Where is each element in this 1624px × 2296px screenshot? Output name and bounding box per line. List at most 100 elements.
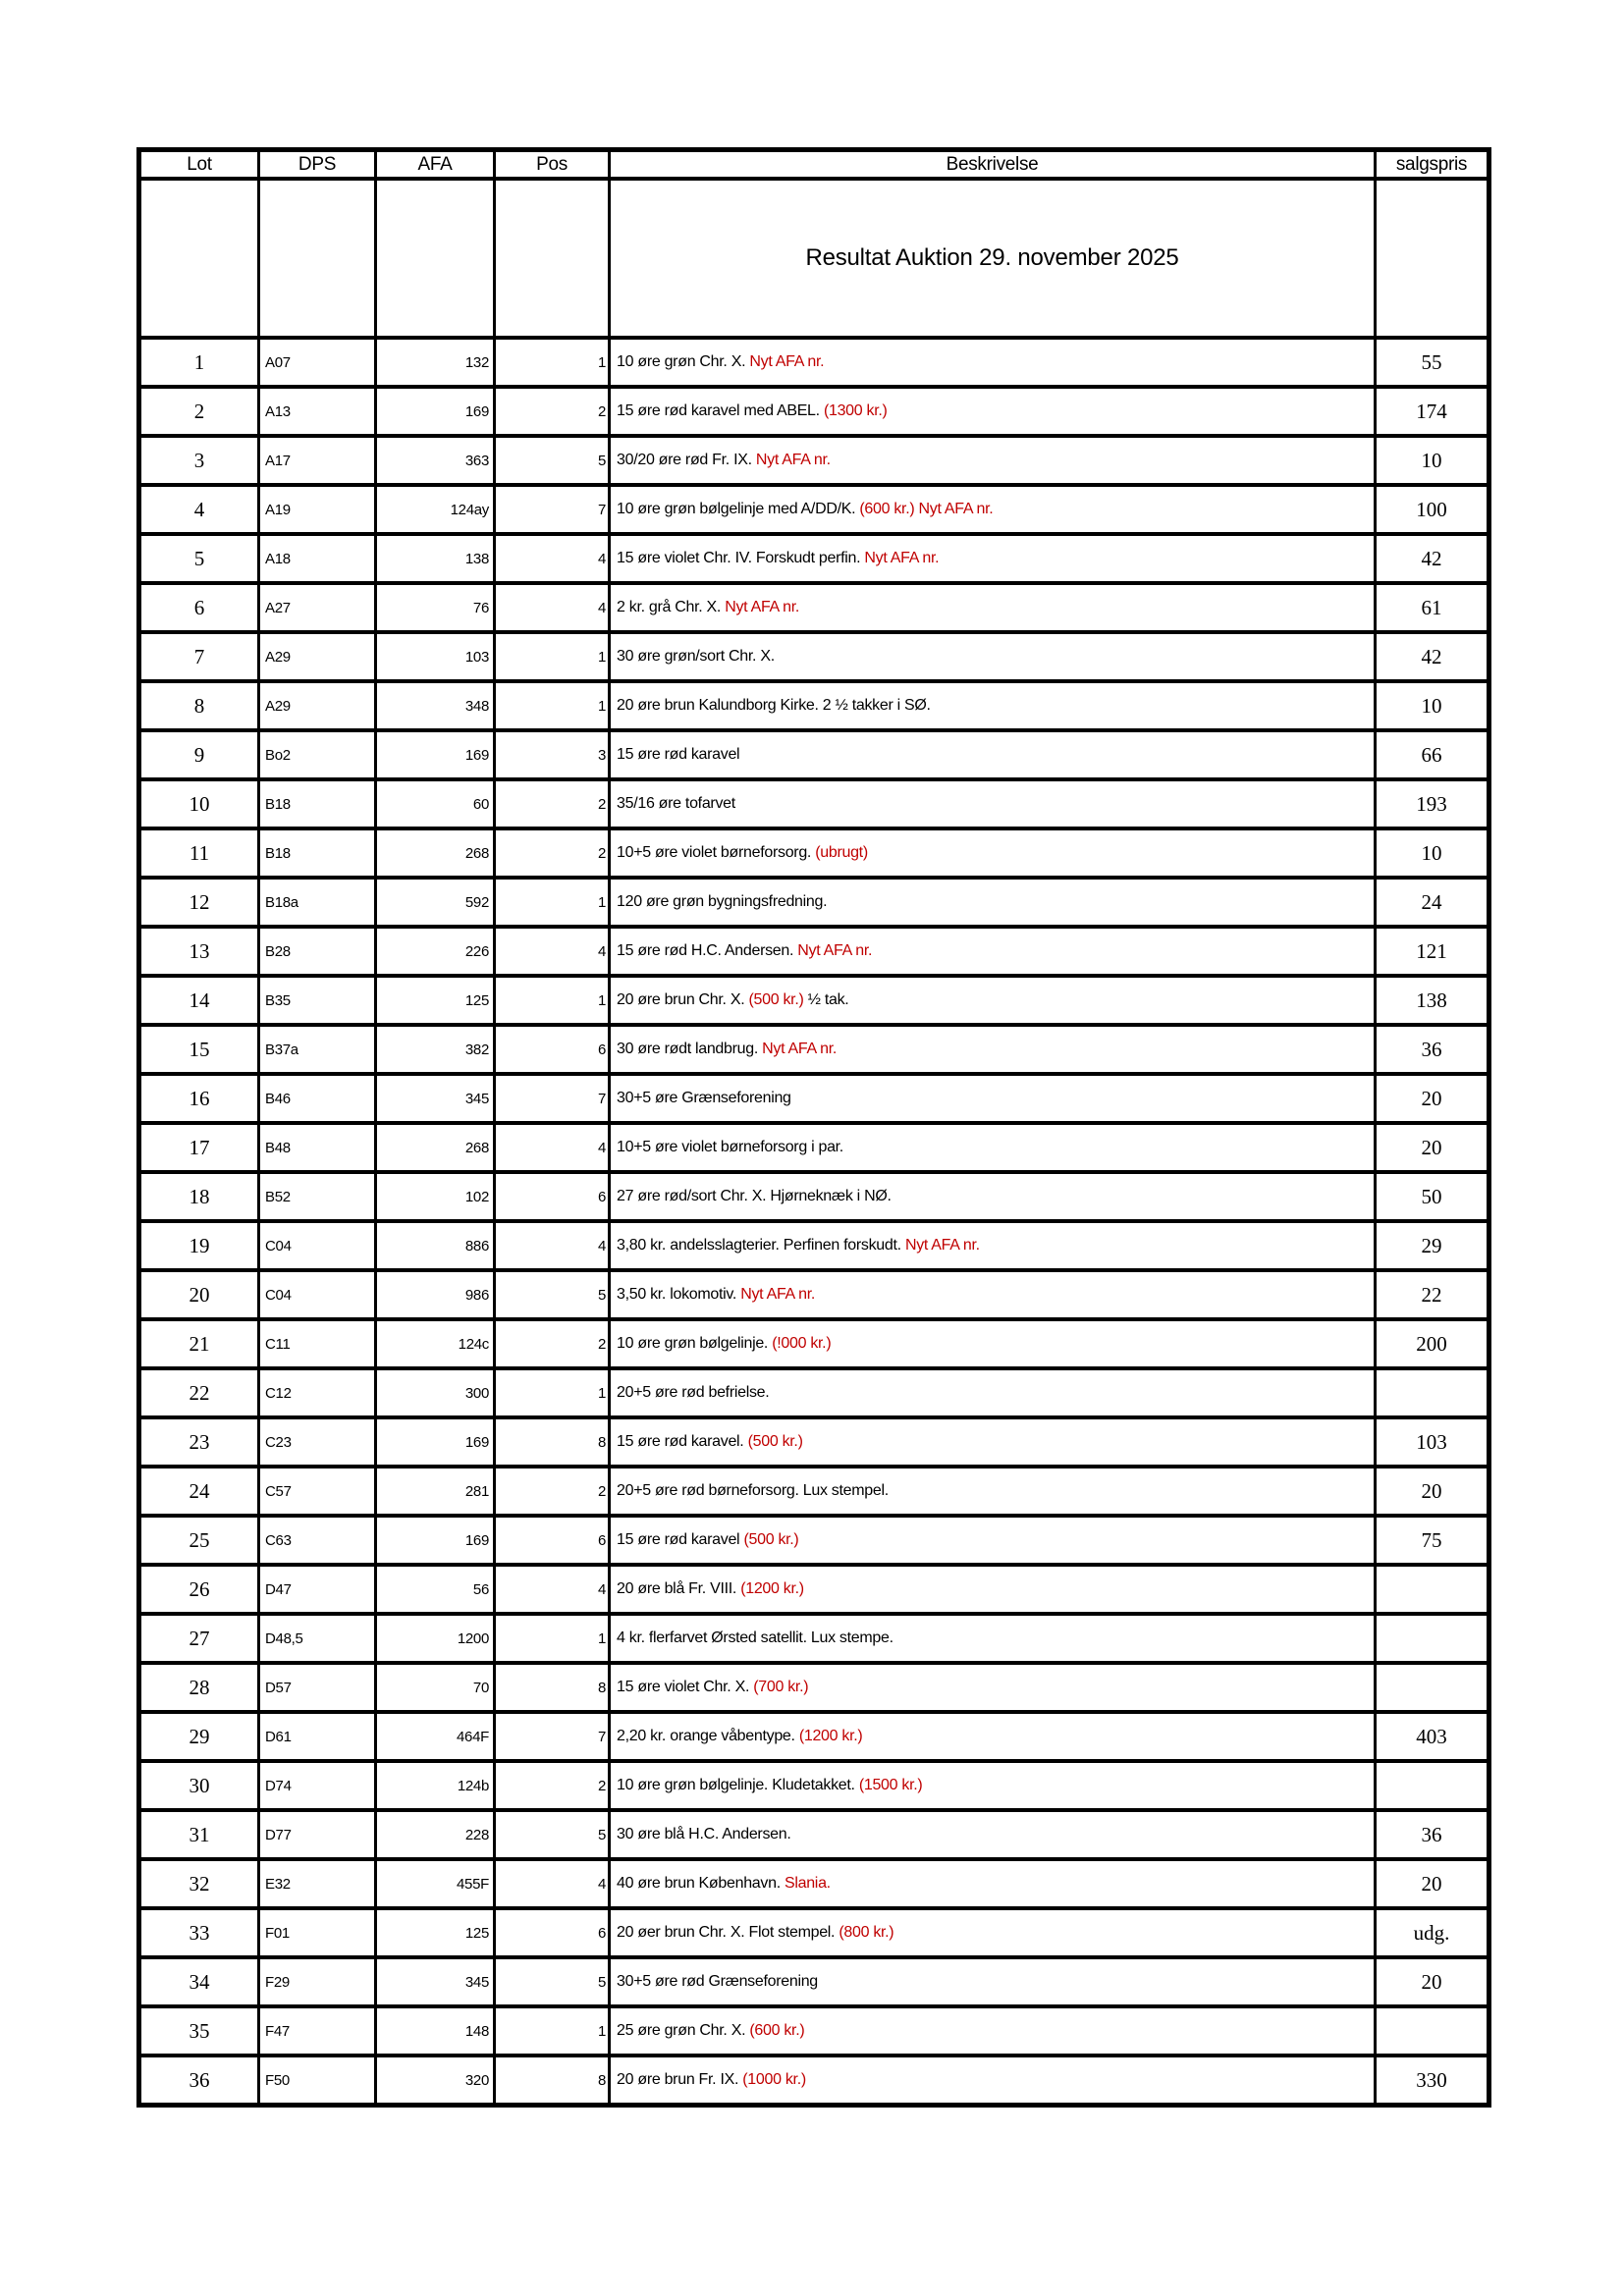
description-cell: 10+5 øre violet børneforsorg. (ubrugt): [608, 827, 1377, 880]
price-cell: 24: [1374, 876, 1490, 929]
header-lot: Lot: [137, 147, 260, 181]
lot-cell: 29: [137, 1710, 260, 1763]
price-cell: 10: [1374, 827, 1490, 880]
description-cell: 10+5 øre violet børneforsorg i par.: [608, 1121, 1377, 1174]
lot-cell: 10: [137, 777, 260, 830]
dps-cell: C04: [257, 1268, 377, 1321]
lot-cell: 15: [137, 1023, 260, 1076]
pos-cell: 1: [493, 1612, 611, 1665]
lot-cell: 2: [137, 385, 260, 438]
afa-cell: 455F: [374, 1857, 496, 1910]
description-cell: 30+5 øre rød Grænseforening: [608, 1955, 1377, 2008]
description-cell: 15 øre rød karavel (500 kr.): [608, 1514, 1377, 1567]
dps-cell: C11: [257, 1317, 377, 1370]
description-cell: 15 øre rød karavel: [608, 728, 1377, 781]
title-spacer-cell: [1374, 177, 1490, 340]
description-cell: 30 øre rødt landbrug. Nyt AFA nr.: [608, 1023, 1377, 1076]
lot-cell: 4: [137, 483, 260, 536]
dps-cell: D61: [257, 1710, 377, 1763]
afa-cell: 169: [374, 1514, 496, 1567]
price-cell: 66: [1374, 728, 1490, 781]
table-row: 11 B18 268 2 10+5 øre violet børneforsorg. (…: [137, 827, 1490, 880]
description-annotation-red: Nyt AFA nr.: [725, 599, 800, 615]
table-row: 22 C12 300 1 20+5 øre rød befrielse.: [137, 1366, 1490, 1419]
price-cell: 42: [1374, 532, 1490, 585]
description-text: 40 øre brun København.: [617, 1875, 785, 1892]
description-annotation-red: (500 kr.): [743, 1531, 799, 1548]
title-spacer-cell: [374, 177, 496, 340]
pos-cell: 5: [493, 1268, 611, 1321]
description-annotation-red: (1300 kr.): [823, 402, 888, 419]
description-annotation-red: (600 kr.) Nyt AFA nr.: [859, 501, 994, 517]
description-annotation-red: (1200 kr.): [798, 1728, 863, 1744]
description-text: 15 øre violet Chr. X.: [617, 1679, 754, 1695]
auction-result-sheet: Lot DPS AFA Pos Beskrivelse salgspris Re…: [136, 147, 1491, 2108]
price-cell: 20: [1374, 1955, 1490, 2008]
pos-cell: 1: [493, 336, 611, 389]
description-annotation-red: Slania.: [784, 1875, 831, 1892]
lot-cell: 34: [137, 1955, 260, 2008]
description-cell: 25 øre grøn Chr. X. (600 kr.): [608, 2004, 1377, 2057]
lot-cell: 14: [137, 974, 260, 1027]
lot-cell: 31: [137, 1808, 260, 1861]
dps-cell: C04: [257, 1219, 377, 1272]
pos-cell: 1: [493, 1366, 611, 1419]
table-row: 34 F29 345 5 30+5 øre rød Grænseforening 20: [137, 1955, 1490, 2008]
description-cell: 20+5 øre rød befrielse.: [608, 1366, 1377, 1419]
description-cell: 10 øre grøn bølgelinje. (!000 kr.): [608, 1317, 1377, 1370]
description-annotation-red: Nyt AFA nr.: [904, 1237, 980, 1254]
afa-cell: 592: [374, 876, 496, 929]
description-cell: 2 kr. grå Chr. X. Nyt AFA nr.: [608, 581, 1377, 634]
table-row: 3 A17 363 5 30/20 øre rød Fr. IX. Nyt AFA nr…: [137, 434, 1490, 487]
price-cell: 10: [1374, 679, 1490, 732]
afa-cell: 300: [374, 1366, 496, 1419]
pos-cell: 2: [493, 385, 611, 438]
price-cell: 10: [1374, 434, 1490, 487]
price-cell: 50: [1374, 1170, 1490, 1223]
afa-cell: 226: [374, 925, 496, 978]
afa-cell: 169: [374, 728, 496, 781]
lot-cell: 5: [137, 532, 260, 585]
afa-cell: 102: [374, 1170, 496, 1223]
header-afa: AFA: [374, 147, 496, 181]
table-row: 6 A27 76 4 2 kr. grå Chr. X. Nyt AFA nr. 61: [137, 581, 1490, 634]
dps-cell: A13: [257, 385, 377, 438]
table-row: 12 B18a 592 1 120 øre grøn bygningsfredning.…: [137, 876, 1490, 929]
description-annotation-red: (!000 kr.): [772, 1335, 832, 1352]
description-text: ½ tak.: [803, 991, 849, 1008]
description-text: 20+5 øre rød befrielse.: [617, 1384, 770, 1401]
description-text: 15 øre rød karavel: [617, 1531, 744, 1548]
description-cell: 35/16 øre tofarvet: [608, 777, 1377, 830]
pos-cell: 4: [493, 925, 611, 978]
dps-cell: C23: [257, 1415, 377, 1468]
table-row: 25 C63 169 6 15 øre rød karavel (500 kr.) 75: [137, 1514, 1490, 1567]
dps-cell: D77: [257, 1808, 377, 1861]
description-text: 15 øre rød karavel: [617, 746, 740, 763]
afa-cell: 124b: [374, 1759, 496, 1812]
dps-cell: F50: [257, 2054, 377, 2108]
price-cell: 20: [1374, 1465, 1490, 1518]
auction-results-table: Lot DPS AFA Pos Beskrivelse salgspris Re…: [136, 147, 1491, 2108]
description-text: 30+5 øre rød Grænseforening: [617, 1973, 818, 1990]
dps-cell: A27: [257, 581, 377, 634]
afa-cell: 363: [374, 434, 496, 487]
table-row: 5 A18 138 4 15 øre violet Chr. IV. Forskudt …: [137, 532, 1490, 585]
dps-cell: A29: [257, 630, 377, 683]
lot-cell: 26: [137, 1563, 260, 1616]
afa-cell: 56: [374, 1563, 496, 1616]
description-text: 10 øre grøn bølgelinje med A/DD/K.: [617, 501, 860, 517]
description-annotation-red: (1200 kr.): [740, 1580, 804, 1597]
pos-cell: 5: [493, 1808, 611, 1861]
description-annotation-red: Nyt AFA nr.: [749, 353, 825, 370]
description-annotation-red: Nyt AFA nr.: [797, 942, 873, 959]
lot-cell: 21: [137, 1317, 260, 1370]
pos-cell: 2: [493, 777, 611, 830]
afa-cell: 132: [374, 336, 496, 389]
description-cell: 3,80 kr. andelsslagterier. Perfinen fors…: [608, 1219, 1377, 1272]
dps-cell: B18: [257, 827, 377, 880]
description-text: 10 øre grøn bølgelinje. Kludetakket.: [617, 1777, 859, 1793]
table-row: 19 C04 886 4 3,80 kr. andelsslagterier. Perf…: [137, 1219, 1490, 1272]
lot-cell: 36: [137, 2054, 260, 2108]
description-text: 3,80 kr. andelsslagterier. Perfinen fors…: [617, 1237, 905, 1254]
description-annotation-red: (700 kr.): [753, 1679, 809, 1695]
